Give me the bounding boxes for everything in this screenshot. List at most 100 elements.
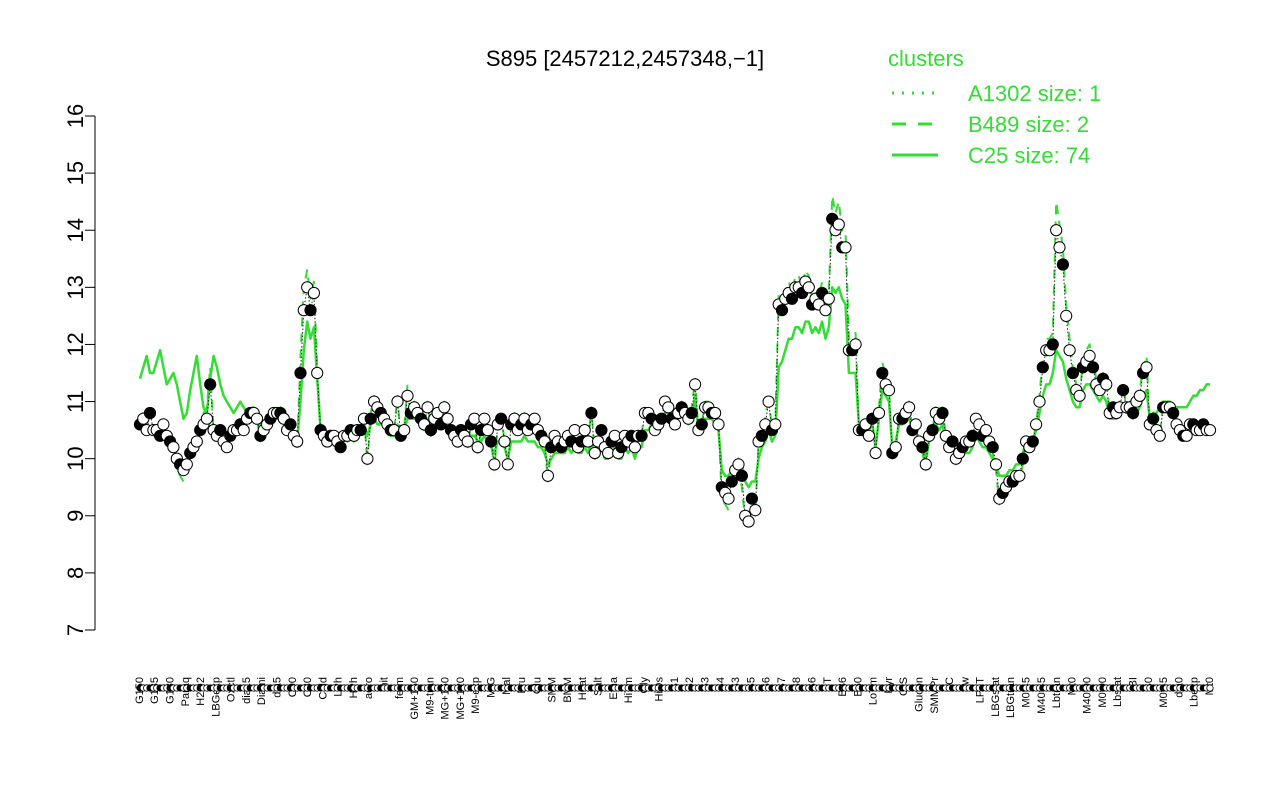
data-point [689, 378, 702, 391]
data-point [1073, 389, 1086, 402]
data-point [1147, 412, 1160, 425]
data-point [745, 492, 759, 505]
x-tick-label: BI [1128, 677, 1140, 687]
data-point [802, 281, 815, 294]
data-point [882, 384, 896, 397]
x-tick-label: Lbtran [1051, 677, 1063, 708]
data-point [180, 458, 193, 471]
data-point [1127, 406, 1140, 420]
x-tick-label: M40t90 [1082, 677, 1094, 714]
data-point [588, 446, 601, 460]
data-point [214, 424, 227, 437]
legend-title: clusters [888, 46, 964, 71]
data-point [685, 406, 698, 420]
data-point [1056, 258, 1070, 271]
data-point [250, 412, 264, 425]
x-tick-label: SMMPr [929, 677, 941, 714]
data-point [354, 424, 367, 437]
data-point [1066, 366, 1080, 380]
data-point [1140, 361, 1153, 374]
data-point [391, 395, 404, 408]
data-point [495, 412, 508, 425]
data-point [909, 418, 922, 431]
data-point [1060, 309, 1073, 322]
data-point [311, 366, 324, 380]
plot-lines [138, 195, 1210, 529]
x-tick-label: LBGexp [210, 677, 222, 717]
x-tick-label: Paraq [180, 677, 192, 706]
data-point [725, 475, 738, 488]
legend-label: A1302 size: 1 [968, 81, 1101, 106]
chart-title: S895 [2457212,2457348,−1] [486, 46, 764, 71]
data-point [237, 424, 250, 437]
data-point [926, 424, 939, 437]
x-tick-label: MG+120 [455, 677, 467, 720]
data-point [1036, 361, 1049, 374]
data-point [1046, 338, 1059, 351]
data-point [1083, 349, 1096, 362]
y-tick-label: 12 [63, 332, 88, 356]
data-point [438, 401, 451, 414]
data-point [889, 441, 902, 454]
data-point [284, 418, 297, 431]
data-point [655, 412, 668, 425]
x-tick-label: M9-exp [470, 677, 482, 714]
data-point [635, 429, 648, 442]
data-point [832, 218, 845, 231]
data-point [585, 406, 598, 420]
data-point [916, 441, 929, 454]
data-point [461, 435, 474, 448]
x-tick-label: LBGtran [1005, 677, 1017, 718]
data-point [1133, 389, 1146, 402]
data-point [578, 424, 591, 437]
data-point [735, 469, 749, 482]
data-point [1026, 435, 1039, 448]
x-tick-label: M0t45 [1021, 677, 1033, 708]
data-point [541, 469, 555, 482]
data-point [478, 412, 491, 425]
data-point [769, 418, 782, 431]
data-point [167, 441, 180, 454]
x-tick-label: M0t45 [1158, 677, 1170, 708]
data-point [936, 406, 949, 420]
x-tick-label: Lbstat [1112, 677, 1124, 707]
data-point [190, 435, 203, 448]
data-point [1180, 429, 1193, 442]
data-point [1013, 469, 1026, 482]
data-point [979, 424, 993, 437]
y-tick-label: 11 [63, 390, 88, 413]
data-point [1153, 429, 1166, 442]
x-tick-label: M40t45 [1036, 677, 1048, 714]
x-tick-label: nit [379, 677, 391, 689]
data-point [304, 304, 317, 317]
data-point [785, 292, 799, 305]
y-axis: 7 8 9 10 11 12 13 14 15 16 [63, 104, 96, 636]
data-point [839, 241, 852, 254]
data-point [822, 292, 835, 305]
data-point [722, 492, 735, 505]
data-point [441, 412, 454, 425]
data-point [204, 378, 217, 391]
data-point [946, 435, 959, 448]
legend-label: C25 size: 74 [968, 143, 1090, 168]
data-point [291, 435, 304, 448]
data-point [157, 418, 170, 431]
y-tick-label: 15 [63, 161, 88, 185]
data-point [762, 395, 775, 408]
data-point [1053, 241, 1066, 254]
data-point [364, 412, 377, 425]
data-point [602, 446, 615, 460]
data-point [307, 286, 320, 300]
data-point [334, 441, 347, 454]
data-point [595, 424, 608, 437]
data-point [819, 304, 832, 317]
data-point [398, 424, 411, 437]
data-point [712, 418, 725, 431]
x-tick-label: Lbexp [1189, 677, 1201, 707]
data-point [1100, 378, 1113, 391]
data-point [986, 441, 999, 454]
data-point [1016, 452, 1029, 465]
data-point [485, 435, 498, 448]
sample-marker [1206, 684, 1214, 692]
